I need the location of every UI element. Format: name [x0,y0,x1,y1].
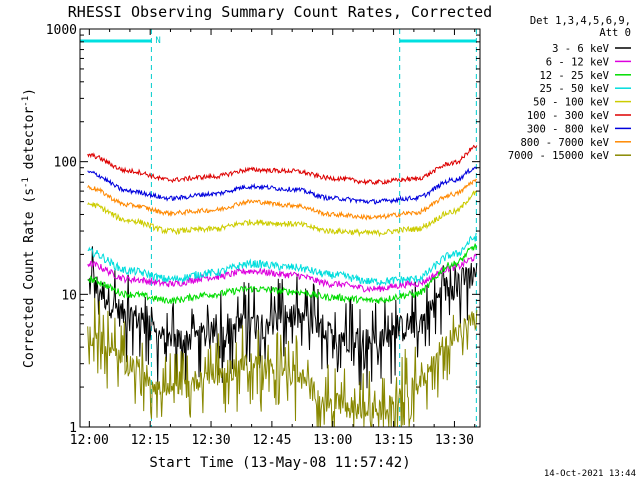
x-tick-label-5: 13:15 [374,433,413,448]
y-tick-label-2: 100 [54,156,77,171]
plot-frame [79,28,481,428]
x-tick-label-0: 12:00 [70,433,109,448]
series-line-1 [87,253,478,293]
legend-label-5: 100 - 300 keV [527,110,610,122]
series-line-6 [87,166,477,205]
y-label-mid: detector [22,107,37,178]
series-line-4 [87,190,478,238]
y-tick-label-1: 10 [61,288,77,303]
series-line-7 [87,178,478,221]
legend-header-0: Det 1,3,4,5,6,9, [530,15,631,27]
x-tick-label-1: 12:15 [131,433,170,448]
x-tick-label-4: 13:00 [313,433,352,448]
series-line-2 [87,243,478,305]
legend-label-7: 800 - 7000 keV [520,137,609,149]
series-lines [87,144,478,428]
legend-label-4: 50 - 100 keV [533,97,610,109]
legend-label-8: 7000 - 15000 keV [508,150,610,162]
legend-label-1: 6 - 12 keV [546,56,610,68]
legend-label-0: 3 - 6 keV [552,43,610,55]
y-label-sup-1: -1 [21,177,31,188]
x-tick-label-6: 13:30 [435,433,474,448]
x-axis-ticks: 12:00 12:15 12:30 12:45 13:00 13:15 13:30 [70,29,476,448]
series-line-5 [87,144,478,186]
y-label-main: Corrected Count Rate (s [22,188,37,368]
y-axis-ticks: 1 10 100 1000 [46,23,480,436]
y-tick-label-0: 1 [69,421,77,436]
series-line-3 [87,232,477,286]
footer-date: 14-Oct-2021 13:44 [544,469,636,479]
x-tick-label-2: 12:30 [191,433,230,448]
chart-title: RHESSI Observing Summary Count Rates, Co… [68,3,492,21]
series-line-8 [87,298,478,428]
x-axis-label: Start Time (13-May-08 11:57:42) [149,455,410,471]
legend-header-1: Att 0 [599,27,631,39]
y-label-sup-2: -1 [21,96,31,107]
legend-label-6: 300 - 800 keV [527,123,610,135]
y-label-end: ) [22,88,37,96]
night-flag-label: N [155,36,160,46]
legend-label-3: 25 - 50 keV [539,83,609,95]
x-tick-label-3: 12:45 [252,433,291,448]
legend-label-2: 12 - 25 keV [539,70,609,82]
y-tick-label-3: 1000 [46,23,77,38]
y-axis-label: Corrected Count Rate (s-1 detector-1) [21,88,37,368]
series-line-0 [87,246,478,391]
